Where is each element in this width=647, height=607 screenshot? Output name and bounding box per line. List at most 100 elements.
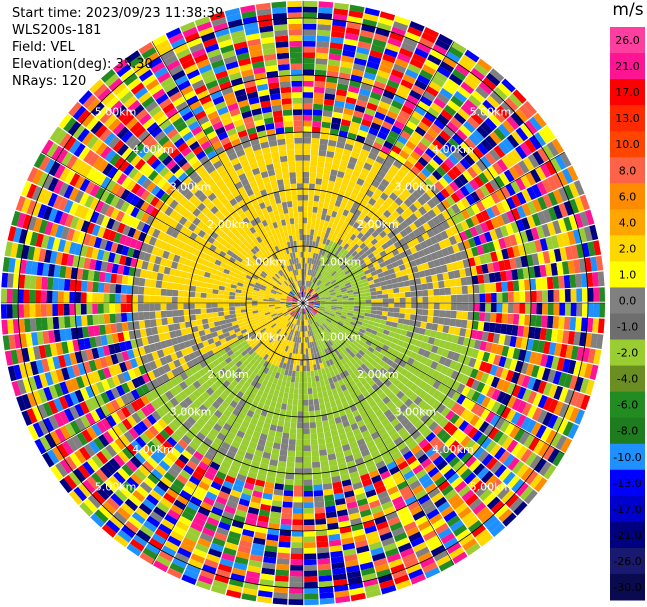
- velocity-gate: [487, 262, 495, 273]
- velocity-gate: [391, 322, 398, 328]
- velocity-gate: [509, 497, 524, 512]
- velocity-gate: [474, 417, 485, 430]
- velocity-gate: [316, 236, 321, 243]
- velocity-gate: [364, 292, 371, 297]
- velocity-gate: [408, 135, 420, 146]
- velocity-gate: [343, 279, 350, 285]
- velocity-gate: [426, 508, 440, 520]
- velocity-gate: [371, 303, 378, 307]
- velocity-gate: [435, 331, 443, 340]
- velocity-gate: [171, 296, 178, 303]
- velocity-gate: [506, 196, 517, 210]
- velocity-gate: [515, 127, 529, 142]
- velocity-gate: [373, 201, 382, 210]
- velocity-gate: [419, 182, 430, 192]
- velocity-gate: [415, 489, 428, 500]
- velocity-gate: [478, 103, 492, 117]
- velocity-gate: [303, 325, 305, 332]
- velocity-gate: [160, 310, 167, 318]
- velocity-gate: [392, 378, 401, 387]
- velocity-gate: [451, 203, 461, 214]
- velocity-gate: [211, 303, 218, 308]
- velocity-gate: [490, 282, 497, 293]
- velocity-gate: [534, 239, 543, 253]
- velocity-gate: [327, 64, 340, 72]
- velocity-gate: [274, 483, 284, 491]
- velocity-gate: [455, 161, 467, 174]
- velocity-gate: [137, 295, 144, 303]
- velocity-gate: [452, 444, 464, 456]
- velocity-gate: [372, 141, 383, 151]
- velocity-gate: [363, 71, 376, 81]
- velocity-gate: [326, 318, 332, 323]
- velocity-gate: [303, 468, 312, 474]
- velocity-gate: [388, 303, 395, 308]
- velocity-gate: [413, 272, 420, 279]
- velocity-gate: [306, 359, 310, 366]
- velocity-gate: [313, 490, 324, 497]
- velocity-gate: [491, 388, 501, 401]
- velocity-gate: [538, 461, 552, 477]
- velocity-gate: [546, 141, 560, 157]
- velocity-gate: [490, 460, 503, 474]
- velocity-gate: [86, 292, 93, 303]
- velocity-gate: [551, 138, 564, 154]
- velocity-gate: [437, 66, 452, 78]
- velocity-gate: [161, 317, 168, 326]
- velocity-gate: [404, 313, 411, 320]
- velocity-gate: [575, 317, 582, 331]
- velocity-gate: [81, 280, 88, 292]
- velocity-gate: [317, 254, 322, 261]
- velocity-gate: [344, 216, 352, 224]
- velocity-gate: [448, 235, 458, 246]
- velocity-gate: [347, 198, 355, 207]
- velocity-gate: [461, 397, 471, 408]
- velocity-gate: [382, 294, 389, 299]
- velocity-gate: [362, 181, 371, 190]
- velocity-gate: [506, 395, 517, 409]
- velocity-gate: [304, 581, 318, 588]
- velocity-gate: [0, 288, 7, 303]
- velocity-gate: [333, 256, 339, 263]
- velocity-gate: [544, 160, 557, 176]
- velocity-gate: [307, 206, 313, 213]
- velocity-gate: [473, 63, 489, 77]
- velocity-gate: [374, 422, 384, 431]
- velocity-gate: [506, 134, 520, 148]
- velocity-gate: [303, 194, 309, 201]
- velocity-gate: [495, 313, 503, 323]
- velocity-gate: [315, 218, 321, 225]
- velocity-gate: [378, 16, 394, 27]
- velocity-gate: [369, 256, 377, 263]
- velocity-gate: [371, 367, 380, 376]
- velocity-gate: [590, 333, 598, 349]
- velocity-gate: [326, 185, 334, 193]
- velocity-gate: [515, 445, 528, 460]
- velocity-gate: [303, 251, 306, 258]
- velocity-gate: [442, 173, 454, 184]
- velocity-gate: [456, 303, 463, 311]
- velocity-gate: [303, 331, 305, 338]
- velocity-gate: [132, 294, 138, 303]
- velocity-gate: [380, 95, 393, 105]
- velocity-gate: [325, 298, 332, 301]
- velocity-gate: [377, 341, 385, 349]
- velocity-gate: [279, 385, 286, 393]
- velocity-gate: [336, 278, 343, 283]
- velocity-gate: [257, 298, 264, 301]
- velocity-gate: [473, 359, 482, 370]
- velocity-gate: [341, 256, 348, 263]
- velocity-gate: [319, 219, 325, 226]
- velocity-gate: [445, 295, 452, 303]
- velocity-gate: [443, 468, 456, 480]
- velocity-gate: [381, 289, 388, 295]
- velocity-gate: [63, 304, 70, 316]
- velocity-gate: [64, 316, 71, 328]
- velocity-gate: [460, 451, 473, 464]
- velocity-gate: [362, 245, 370, 253]
- velocity-gate: [468, 257, 476, 267]
- velocity-gate: [323, 329, 329, 336]
- velocity-gate: [380, 432, 390, 441]
- velocity-gate: [504, 97, 519, 112]
- velocity-gate: [388, 268, 395, 275]
